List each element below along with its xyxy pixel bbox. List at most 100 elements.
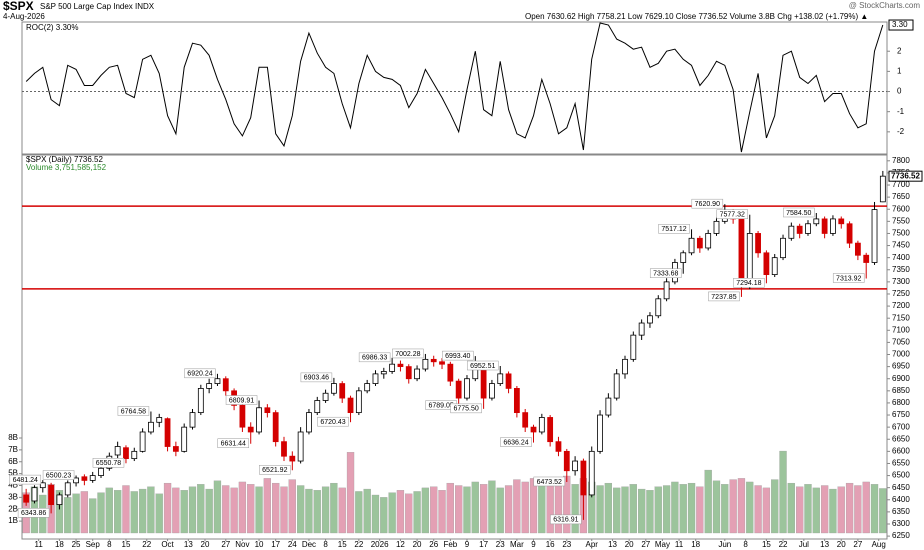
candle-body — [547, 417, 554, 443]
volume-bar — [687, 482, 696, 534]
volume-bar — [463, 486, 471, 534]
volume-bar — [247, 484, 255, 534]
candle-body — [771, 257, 778, 276]
candle-body — [821, 218, 828, 234]
x-tick-label: 23 — [562, 540, 571, 549]
candle-body — [663, 281, 670, 300]
annotation-box — [708, 291, 740, 302]
x-tick-label: 15 — [122, 540, 131, 549]
annotation-label: 6720.43 — [320, 419, 345, 426]
volume-bar — [771, 479, 779, 534]
x-tick-label: 27 — [853, 540, 862, 549]
volume-bar — [147, 486, 155, 534]
volume-bar — [280, 486, 288, 534]
volume-bar — [737, 478, 746, 534]
volume-label: Volume 3,751,585,152 — [26, 163, 107, 172]
volume-bar — [613, 487, 621, 534]
candle-body — [197, 388, 204, 414]
candle-body — [489, 383, 495, 399]
annotation-box — [300, 372, 333, 383]
candle-body — [630, 334, 637, 360]
annotation-label: 7584.50 — [786, 210, 811, 217]
x-tick-label: 20 — [201, 540, 210, 549]
roc-tick-label: 1 — [897, 66, 902, 75]
x-tick-label: May — [655, 540, 670, 549]
annotation-label: 7002.28 — [395, 351, 420, 358]
candle-body — [56, 494, 63, 506]
x-tick-label: 17 — [271, 540, 280, 549]
candle-body — [830, 218, 836, 234]
annotation-box — [317, 416, 349, 427]
volume-bar — [363, 488, 371, 534]
candle-body — [39, 482, 46, 489]
x-tick-label: 11 — [34, 540, 43, 549]
candle-body — [555, 441, 562, 452]
y-tick-label: 6850 — [892, 386, 910, 395]
volume-bar — [787, 482, 795, 534]
x-tick-label: 11 — [675, 540, 684, 549]
x-tick-label: 24 — [288, 540, 297, 549]
volume-tick-label: 6B — [8, 457, 18, 466]
annotation-label: 7577.32 — [720, 212, 745, 219]
candle-body — [372, 373, 379, 384]
volume-bar — [779, 450, 787, 534]
volume-bar — [712, 480, 721, 534]
volume-tick-label: 1B — [8, 516, 18, 525]
candle-body — [796, 225, 803, 234]
volume-bar — [238, 481, 247, 534]
annotation-box — [658, 224, 690, 234]
annotation-box — [550, 514, 582, 525]
x-tick-label: 18 — [691, 540, 700, 549]
date: 4-Aug-2026 — [3, 12, 45, 21]
candle-body — [81, 476, 88, 481]
volume-bar — [538, 485, 546, 534]
volume-bar — [488, 480, 496, 534]
candle-body — [222, 378, 229, 392]
candle-body — [181, 426, 188, 452]
y-tick-label: 6400 — [892, 495, 910, 504]
candle-body — [148, 421, 154, 433]
volume-bar — [388, 492, 396, 534]
candle-body — [447, 363, 454, 382]
candle-body — [123, 447, 129, 460]
candle-body — [638, 322, 645, 336]
volume-bar — [854, 485, 862, 534]
candle-body — [871, 209, 878, 263]
volume-bar — [521, 481, 529, 534]
candle-body — [522, 412, 529, 428]
annotation-box — [649, 268, 682, 278]
volume-bar — [222, 485, 230, 534]
y-tick-label: 7350 — [892, 265, 910, 274]
volume-bar — [155, 493, 163, 534]
volume-bar — [438, 490, 446, 534]
y-tick-label: 6650 — [892, 434, 910, 443]
y-tick-label: 6700 — [892, 422, 910, 431]
volume-bar — [471, 481, 479, 534]
roc-line — [25, 22, 884, 153]
annotation-box — [500, 437, 532, 447]
annotation-label: 6521.92 — [262, 467, 287, 474]
volume-bar — [122, 485, 130, 534]
candle-body — [705, 233, 712, 249]
candle-body — [31, 487, 38, 502]
candle-body — [580, 460, 587, 496]
roc-tick-label: 2 — [897, 46, 902, 55]
x-tick-label: 13 — [184, 540, 193, 549]
y-tick-label: 6750 — [892, 410, 910, 419]
y-tick-label: 6900 — [892, 374, 910, 383]
candle-body — [414, 368, 420, 380]
y-tick-label: 7250 — [892, 289, 910, 298]
annotation-box — [9, 474, 42, 485]
x-tick-label: 22 — [779, 540, 788, 549]
volume-bar — [812, 487, 820, 534]
y-tick-label: 7150 — [892, 313, 910, 322]
x-tick-label: Mar — [510, 540, 524, 549]
candle-body — [281, 441, 287, 457]
candle-body — [405, 366, 412, 380]
x-tick-label: 18 — [55, 540, 64, 549]
volume-bar — [64, 497, 72, 534]
candle-body — [780, 237, 786, 259]
volume-bar — [288, 479, 296, 534]
y-tick-label: 6950 — [892, 362, 910, 371]
annotation-box — [358, 352, 391, 363]
